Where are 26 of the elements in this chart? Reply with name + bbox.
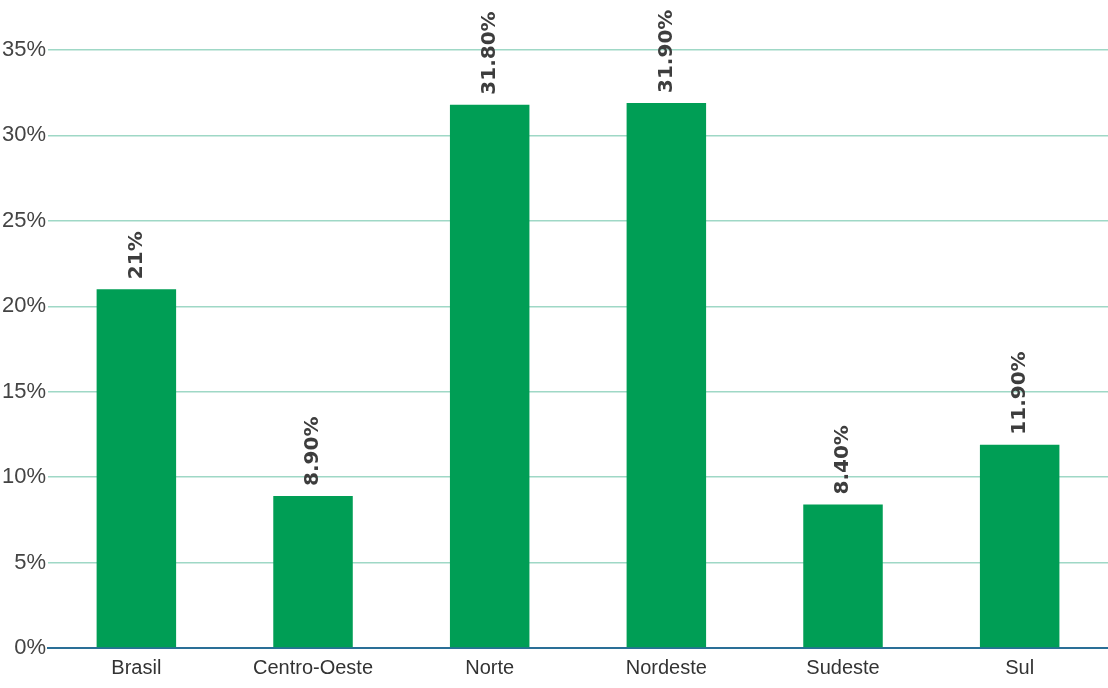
y-tick-label: 5% [14,548,47,574]
bar [449,104,530,648]
data-label: 8.40% [829,425,854,495]
bar [979,444,1060,648]
data-label: 31.90% [652,9,677,93]
y-tick-label: 35% [1,36,47,62]
bar [273,495,353,648]
x-tick-label: Brasil [111,655,162,678]
y-tick-label: 15% [1,377,47,403]
y-tick-label: 20% [1,292,47,318]
data-label: 21% [122,231,147,280]
x-tick-label: Nordeste [625,655,707,678]
y-tick-label: 0% [14,634,47,660]
x-tick-label: Norte [465,655,515,678]
bar [626,102,707,648]
x-tick-label: Sudeste [806,655,880,678]
x-tick-label: Sul [1005,655,1035,678]
data-label: 11.90% [1005,351,1030,435]
y-tick-label: 25% [1,206,47,232]
y-tick-label: 10% [1,463,47,489]
x-tick-label: Centro-Oeste [252,655,374,678]
y-tick-label: 30% [1,121,47,147]
bar [96,289,177,648]
bar [803,504,883,648]
data-label: 31.80% [475,11,500,95]
data-label: 8.90% [299,416,324,486]
